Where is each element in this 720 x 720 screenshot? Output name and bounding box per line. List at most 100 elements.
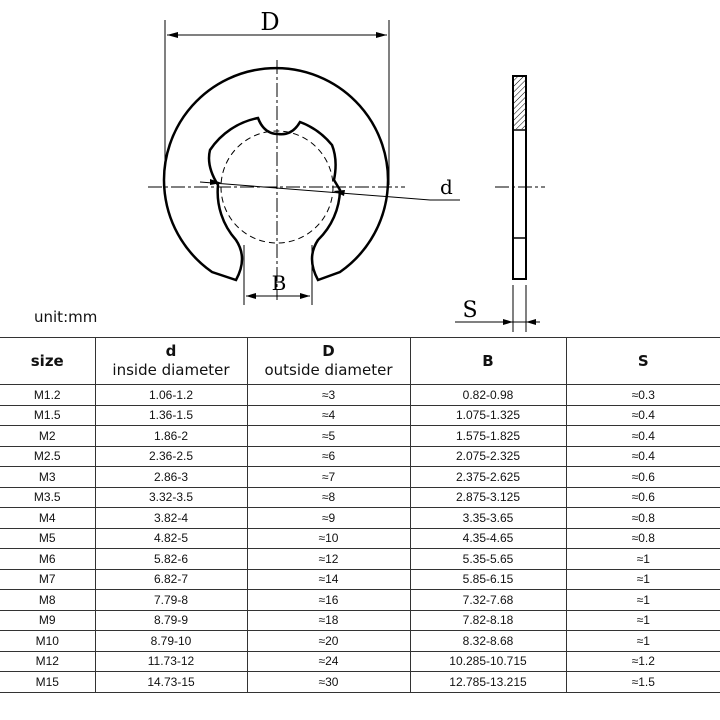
table-cell: ≈0.6 bbox=[565, 466, 720, 488]
column-header-title: d bbox=[165, 342, 177, 360]
table-cell: 12.785-13.215 bbox=[409, 671, 567, 693]
table-row: M1.2 1.06-1.2 ≈3 0.82-0.98 ≈0.3 bbox=[0, 384, 720, 406]
table-cell: 7.79-8 bbox=[94, 589, 248, 611]
table-cell: M12 bbox=[0, 650, 96, 672]
table-cell: 11.73-12 bbox=[94, 650, 248, 672]
table-cell: ≈18 bbox=[246, 609, 411, 631]
table-cell: 2.075-2.325 bbox=[409, 445, 567, 467]
table-cell: 5.85-6.15 bbox=[409, 568, 567, 590]
column-header: size bbox=[0, 337, 96, 385]
table-cell: M5 bbox=[0, 527, 96, 549]
table-cell: M2 bbox=[0, 425, 96, 447]
table-cell: M10 bbox=[0, 630, 96, 652]
table-cell: 1.06-1.2 bbox=[94, 384, 248, 406]
table-cell: 0.82-0.98 bbox=[409, 384, 567, 406]
label-D: D bbox=[260, 8, 279, 36]
table-cell: ≈0.3 bbox=[565, 384, 720, 406]
table-cell: 3.32-3.5 bbox=[94, 486, 248, 508]
table-row: M4 3.82-4 ≈9 3.35-3.65 ≈0.8 bbox=[0, 507, 720, 529]
table-cell: ≈24 bbox=[246, 650, 411, 672]
table-cell: ≈4 bbox=[246, 404, 411, 426]
table-cell: M4 bbox=[0, 507, 96, 529]
table-cell: ≈1 bbox=[565, 568, 720, 590]
table-cell: 1.36-1.5 bbox=[94, 404, 248, 426]
table-cell: 2.375-2.625 bbox=[409, 466, 567, 488]
table-cell: M9 bbox=[0, 609, 96, 631]
table-cell: 8.79-9 bbox=[94, 609, 248, 631]
table-cell: 2.875-3.125 bbox=[409, 486, 567, 508]
table-cell: ≈14 bbox=[246, 568, 411, 590]
table-row: M5 4.82-5 ≈10 4.35-4.65 ≈0.8 bbox=[0, 527, 720, 549]
table-row: M3 2.86-3 ≈7 2.375-2.625 ≈0.6 bbox=[0, 466, 720, 488]
table-cell: ≈0.8 bbox=[565, 527, 720, 549]
table-row: M2 1.86-2 ≈5 1.575-1.825 ≈0.4 bbox=[0, 425, 720, 447]
unit-label: unit:mm bbox=[34, 308, 98, 326]
column-header-subtitle: outside diameter bbox=[264, 361, 393, 379]
column-header-subtitle: inside diameter bbox=[112, 361, 230, 379]
table-cell: 1.575-1.825 bbox=[409, 425, 567, 447]
table-cell: M7 bbox=[0, 568, 96, 590]
table-cell: ≈12 bbox=[246, 548, 411, 570]
table-cell: ≈1 bbox=[565, 630, 720, 652]
table-cell: M2.5 bbox=[0, 445, 96, 467]
table-cell: ≈1 bbox=[565, 609, 720, 631]
table-cell: 1.075-1.325 bbox=[409, 404, 567, 426]
table-cell: ≈0.4 bbox=[565, 404, 720, 426]
table-cell: ≈9 bbox=[246, 507, 411, 529]
table-cell: ≈1 bbox=[565, 589, 720, 611]
table-cell: M1.5 bbox=[0, 404, 96, 426]
table-cell: M6 bbox=[0, 548, 96, 570]
column-header-title: size bbox=[30, 351, 64, 370]
table-row: M2.5 2.36-2.5 ≈6 2.075-2.325 ≈0.4 bbox=[0, 445, 720, 467]
column-header-title: D bbox=[322, 342, 335, 360]
column-header: B bbox=[409, 337, 567, 385]
table-row: M7 6.82-7 ≈14 5.85-6.15 ≈1 bbox=[0, 568, 720, 590]
table-cell: 7.82-8.18 bbox=[409, 609, 567, 631]
e-clip-shape bbox=[162, 66, 390, 282]
table-cell: 10.285-10.715 bbox=[409, 650, 567, 672]
table-row: M10 8.79-10 ≈20 8.32-8.68 ≈1 bbox=[0, 630, 720, 652]
table-cell: ≈0.4 bbox=[565, 445, 720, 467]
table-cell: 1.86-2 bbox=[94, 425, 248, 447]
label-B: B bbox=[272, 271, 287, 295]
table-cell: ≈1.5 bbox=[565, 671, 720, 693]
table-row: M9 8.79-9 ≈18 7.82-8.18 ≈1 bbox=[0, 609, 720, 631]
table-cell: ≈20 bbox=[246, 630, 411, 652]
table-cell: M15 bbox=[0, 671, 96, 693]
column-header: d inside diameter bbox=[94, 337, 248, 385]
table-row: M6 5.82-6 ≈12 5.35-5.65 ≈1 bbox=[0, 548, 720, 570]
column-header: S bbox=[565, 337, 720, 385]
table-cell: 8.79-10 bbox=[94, 630, 248, 652]
table-cell: 8.32-8.68 bbox=[409, 630, 567, 652]
table-cell: ≈3 bbox=[246, 384, 411, 406]
table-cell: M1.2 bbox=[0, 384, 96, 406]
column-header-title: B bbox=[482, 351, 494, 370]
table-cell: 5.82-6 bbox=[94, 548, 248, 570]
table-row: M8 7.79-8 ≈16 7.32-7.68 ≈1 bbox=[0, 589, 720, 611]
table-cell: M3 bbox=[0, 466, 96, 488]
table-cell: ≈7 bbox=[246, 466, 411, 488]
table-cell: 14.73-15 bbox=[94, 671, 248, 693]
table-cell: ≈0.4 bbox=[565, 425, 720, 447]
table-cell: ≈5 bbox=[246, 425, 411, 447]
label-S: S bbox=[462, 298, 477, 323]
table-row: M15 14.73-15 ≈30 12.785-13.215 ≈1.5 bbox=[0, 671, 720, 693]
table-cell: ≈1.2 bbox=[565, 650, 720, 672]
table-cell: ≈16 bbox=[246, 589, 411, 611]
table-cell: ≈0.6 bbox=[565, 486, 720, 508]
table-cell: ≈0.8 bbox=[565, 507, 720, 529]
table-cell: 3.35-3.65 bbox=[409, 507, 567, 529]
e-clip-drawing: D d B S bbox=[148, 8, 545, 332]
table-cell: ≈1 bbox=[565, 548, 720, 570]
table-cell: ≈6 bbox=[246, 445, 411, 467]
table-cell: 6.82-7 bbox=[94, 568, 248, 590]
column-header-title: S bbox=[637, 351, 649, 370]
table-cell: 2.36-2.5 bbox=[94, 445, 248, 467]
table-row: M3.5 3.32-3.5 ≈8 2.875-3.125 ≈0.6 bbox=[0, 486, 720, 508]
table-cell: 3.82-4 bbox=[94, 507, 248, 529]
table-row: M1.5 1.36-1.5 ≈4 1.075-1.325 ≈0.4 bbox=[0, 404, 720, 426]
table-cell: M8 bbox=[0, 589, 96, 611]
table-cell: ≈8 bbox=[246, 486, 411, 508]
table-cell: 7.32-7.68 bbox=[409, 589, 567, 611]
